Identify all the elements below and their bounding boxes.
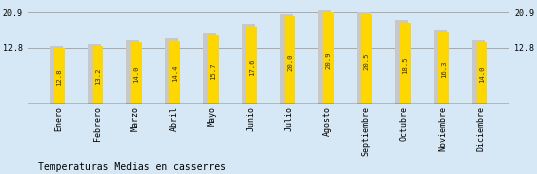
Bar bbox=[361, 14, 372, 104]
Text: 12.8: 12.8 bbox=[56, 68, 63, 86]
Bar bbox=[126, 40, 140, 104]
Text: 14.0: 14.0 bbox=[479, 66, 485, 83]
Text: 20.9: 20.9 bbox=[325, 51, 331, 69]
Bar bbox=[285, 16, 295, 104]
Bar bbox=[438, 32, 449, 104]
Bar bbox=[203, 33, 216, 104]
Bar bbox=[131, 42, 142, 104]
Bar bbox=[242, 24, 255, 104]
Bar bbox=[88, 44, 101, 104]
Bar bbox=[400, 23, 411, 104]
Bar bbox=[357, 12, 370, 104]
Bar bbox=[246, 27, 257, 104]
Bar bbox=[169, 41, 180, 104]
Bar bbox=[323, 12, 334, 104]
Text: 20.0: 20.0 bbox=[287, 53, 293, 71]
Bar bbox=[49, 46, 63, 104]
Text: 15.7: 15.7 bbox=[210, 62, 216, 80]
Text: 18.5: 18.5 bbox=[402, 56, 408, 74]
Bar bbox=[477, 42, 488, 104]
Bar bbox=[395, 20, 408, 104]
Bar bbox=[434, 30, 447, 104]
Bar bbox=[165, 38, 178, 104]
Text: 14.4: 14.4 bbox=[172, 65, 178, 82]
Text: Temperaturas Medias en casserres: Temperaturas Medias en casserres bbox=[38, 162, 226, 172]
Text: 17.6: 17.6 bbox=[249, 58, 255, 76]
Text: 16.3: 16.3 bbox=[441, 61, 447, 78]
Bar bbox=[92, 46, 103, 104]
Bar bbox=[318, 10, 331, 104]
Bar bbox=[208, 35, 219, 104]
Text: 13.2: 13.2 bbox=[95, 68, 101, 85]
Bar bbox=[280, 14, 293, 104]
Bar bbox=[54, 48, 65, 104]
Text: 14.0: 14.0 bbox=[133, 66, 140, 83]
Bar bbox=[472, 40, 485, 104]
Text: 20.5: 20.5 bbox=[364, 52, 370, 70]
